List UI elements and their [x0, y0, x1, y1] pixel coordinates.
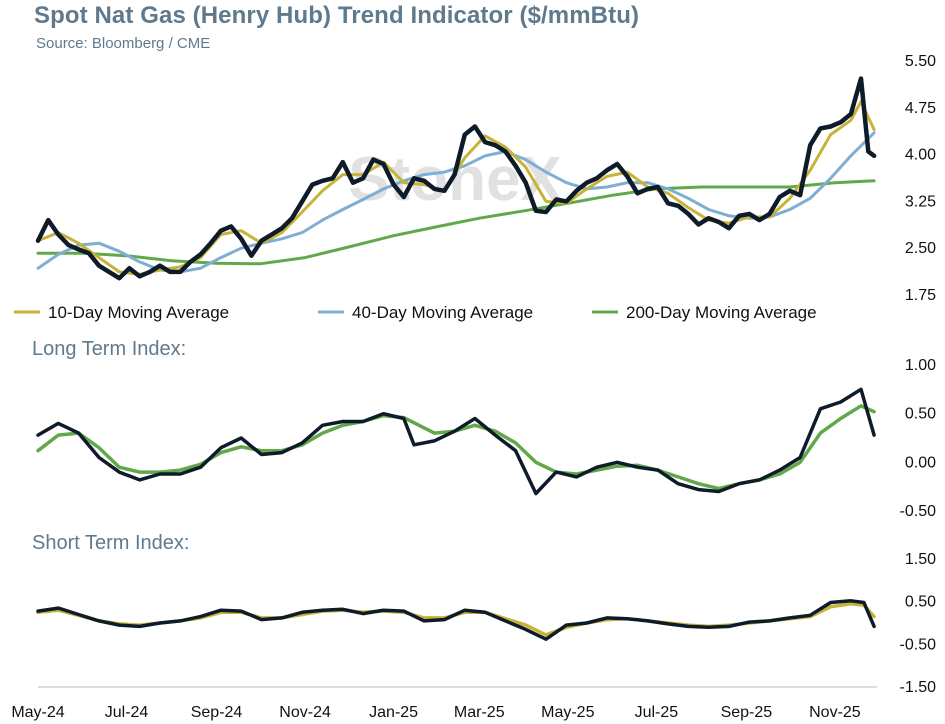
series-line-spot: [35, 76, 877, 281]
chart-title: Spot Nat Gas (Henry Hub) Trend Indicator…: [34, 2, 640, 29]
y-tick-label: 4.75: [905, 100, 936, 117]
legend-item: 200-Day Moving Average: [626, 303, 817, 322]
x-tick-label: Nov-25: [809, 704, 861, 721]
y-tick-label: 1.75: [905, 287, 936, 304]
watermark: StoneX: [348, 145, 562, 214]
y-tick-label: 2.50: [905, 240, 936, 257]
panel-title: Long Term Index:: [32, 338, 186, 360]
y-tick-label: 0.00: [905, 454, 936, 471]
x-tick-label: May-25: [541, 704, 594, 721]
y-tick-label: 1.50: [905, 551, 936, 568]
x-tick-label: Nov-24: [279, 704, 331, 721]
series-line-st_signal: [36, 602, 876, 637]
y-tick-label: -0.50: [900, 503, 937, 520]
legend-item: 40-Day Moving Average: [352, 303, 533, 322]
y-tick-label: -0.50: [900, 636, 937, 653]
series-line-st_line: [36, 599, 876, 641]
y-tick-label: 0.50: [905, 406, 936, 423]
series-line-ma10: [36, 100, 876, 276]
y-tick-label: 1.00: [905, 357, 936, 374]
x-tick-label: Sep-24: [191, 704, 243, 721]
x-tick-label: Jul-24: [105, 704, 149, 721]
y-tick-label: 0.50: [905, 594, 936, 611]
series-line-lt_line: [36, 387, 876, 496]
y-tick-label: 3.25: [905, 193, 936, 210]
series-line-lt_signal: [36, 404, 876, 491]
x-tick-label: May-24: [11, 704, 64, 721]
series-line-ma200: [36, 179, 876, 266]
chart-source: Source: Bloomberg / CME: [36, 35, 211, 52]
y-tick-label: -1.50: [900, 679, 937, 696]
y-tick-label: 5.50: [905, 53, 936, 70]
x-tick-label: Sep-25: [721, 704, 773, 721]
panel-title: Short Term Index:: [32, 532, 189, 554]
y-tick-label: 4.00: [905, 147, 936, 164]
x-tick-label: Jul-25: [635, 704, 679, 721]
legend-item: 10-Day Moving Average: [48, 303, 229, 322]
x-tick-label: Jan-25: [369, 704, 418, 721]
x-tick-label: Mar-25: [454, 704, 505, 721]
